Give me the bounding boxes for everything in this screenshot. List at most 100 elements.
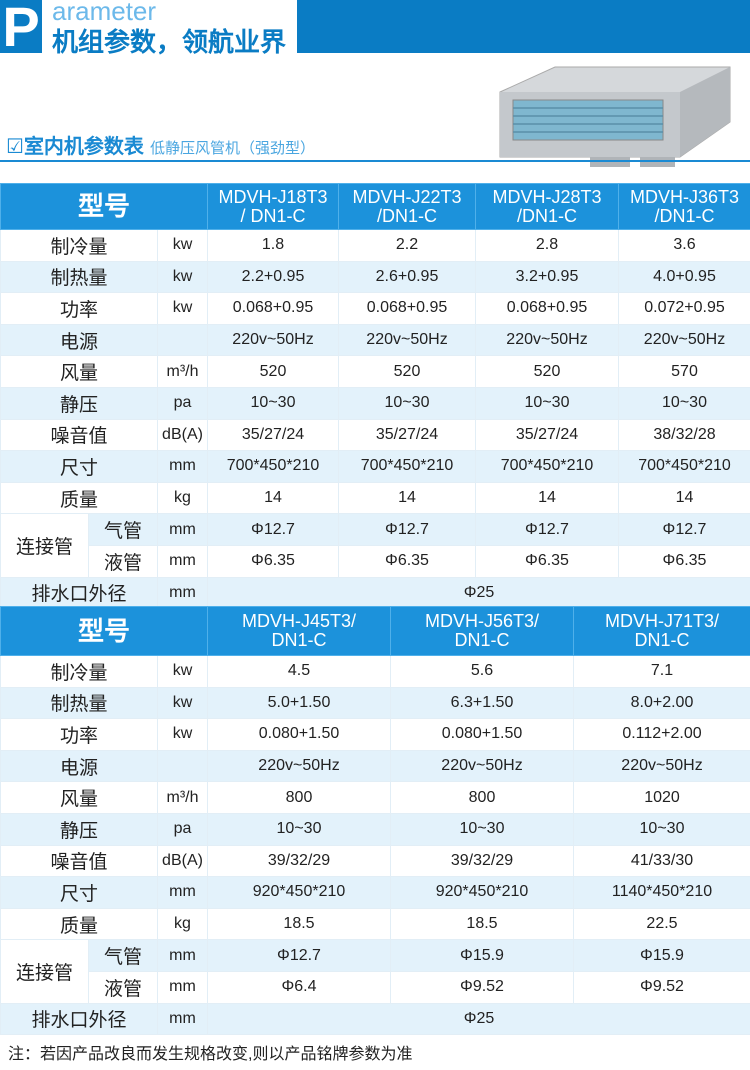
row-unit: kw xyxy=(157,292,208,325)
row-label: 电源 xyxy=(0,323,158,357)
value-cell: 0.068+0.95 xyxy=(338,292,476,325)
value-cell: 700*450*210 xyxy=(338,450,476,483)
row-unit: kg xyxy=(157,907,208,941)
value-cell: 8.0+2.00 xyxy=(573,686,750,720)
model-name: MDVH-J56T3/ DN1-C xyxy=(390,606,574,656)
value-cell: 18.5 xyxy=(207,907,391,941)
value-cell: 2.2 xyxy=(338,229,476,262)
value-cell: Φ6.35 xyxy=(338,544,476,578)
value-cell: 35/27/24 xyxy=(338,418,476,452)
row-label: 排水口外径 xyxy=(0,1002,158,1036)
value-cell: 1020 xyxy=(573,781,750,814)
value-cell: 3.6 xyxy=(618,229,750,262)
row-unit: mm xyxy=(157,450,208,483)
value-cell: Φ15.9 xyxy=(390,939,574,972)
value-cell: 7.1 xyxy=(573,655,750,688)
value-cell: 800 xyxy=(390,781,574,814)
value-cell: 2.2+0.95 xyxy=(207,260,339,294)
value-cell: 14 xyxy=(207,481,339,515)
value-cell: 0.080+1.50 xyxy=(207,718,391,751)
value-cell: 3.2+0.95 xyxy=(475,260,619,294)
value-cell: 920*450*210 xyxy=(390,876,574,909)
model-label: 型号 xyxy=(0,183,208,230)
spec-table-2: 型号 MDVH-J45T3/ DN1-C MDVH-J56T3/ DN1-C MDVH… xyxy=(0,606,750,1036)
value-cell: Φ9.52 xyxy=(390,970,574,1004)
section-heading: ☑室内机参数表 低静压风管机（强劲型） xyxy=(6,130,315,159)
pipe-sub-label: 液管 xyxy=(88,970,158,1004)
value-cell: Φ12.7 xyxy=(618,513,750,546)
row-unit: mm xyxy=(157,939,208,972)
row-label: 功率 xyxy=(0,718,158,751)
value-cell: Φ25 xyxy=(207,1002,750,1036)
value-cell: 39/32/29 xyxy=(390,844,574,878)
table-row: 尺寸 mm 920*450*210 920*450*210 1140*450*210 xyxy=(0,876,750,909)
model-name: MDVH-J71T3/ DN1-C xyxy=(573,606,750,656)
value-cell: Φ6.35 xyxy=(207,544,339,578)
section-title: 室内机参数表 xyxy=(23,136,144,158)
value-cell: 1140*450*210 xyxy=(573,876,750,909)
row-unit: dB(A) xyxy=(157,418,208,452)
header-banner: P arameter 机组参数，领航业界 xyxy=(0,0,750,57)
value-cell: 14 xyxy=(338,481,476,515)
row-unit: kw xyxy=(157,229,208,262)
value-cell: 5.0+1.50 xyxy=(207,686,391,720)
value-cell: 520 xyxy=(338,355,476,388)
row-label: 噪音值 xyxy=(0,418,158,452)
spec-table-1: 型号 MDVH-J18T3 / DN1-C MDVH-J22T3 /DN1-C MDV… xyxy=(0,183,750,610)
table-row: 噪音值 dB(A) 39/32/29 39/32/29 41/33/30 xyxy=(0,844,750,878)
value-cell: 10~30 xyxy=(618,386,750,420)
table-row: 连接管 气管 mm Φ12.7 Φ12.7 Φ12.7 Φ12.7 xyxy=(0,513,750,578)
row-label: 排水口外径 xyxy=(0,576,158,610)
table-row: 制热量 kw 5.0+1.50 6.3+1.50 8.0+2.00 xyxy=(0,686,750,720)
row-label: 质量 xyxy=(0,481,158,515)
section-divider xyxy=(0,160,750,162)
table-row: 质量 kg 14 14 14 14 xyxy=(0,481,750,515)
row-unit xyxy=(157,749,208,783)
value-cell: 1.8 xyxy=(207,229,339,262)
value-cell: 570 xyxy=(618,355,750,388)
pipe-label: 连接管 xyxy=(0,939,89,1004)
row-unit: mm xyxy=(157,513,208,546)
table-row: 排水口外径 mm Φ25 xyxy=(0,576,750,610)
value-cell: 5.6 xyxy=(390,655,574,688)
value-cell: 14 xyxy=(475,481,619,515)
value-cell: 0.112+2.00 xyxy=(573,718,750,751)
table-row: 质量 kg 18.5 18.5 22.5 xyxy=(0,907,750,941)
row-label: 制冷量 xyxy=(0,229,158,262)
row-unit: kw xyxy=(157,655,208,688)
value-cell: Φ12.7 xyxy=(338,513,476,546)
value-cell: 10~30 xyxy=(207,386,339,420)
value-cell: 4.5 xyxy=(207,655,391,688)
row-unit: mm xyxy=(157,544,208,578)
row-unit xyxy=(157,323,208,357)
value-cell: Φ12.7 xyxy=(207,513,339,546)
value-cell: 220v~50Hz xyxy=(475,323,619,357)
value-cell: Φ6.4 xyxy=(207,970,391,1004)
row-unit: kw xyxy=(157,260,208,294)
value-cell: 6.3+1.50 xyxy=(390,686,574,720)
table-row: 风量 m³/h 520 520 520 570 xyxy=(0,355,750,388)
value-cell: 0.068+0.95 xyxy=(207,292,339,325)
row-label: 风量 xyxy=(0,781,158,814)
value-cell: 520 xyxy=(475,355,619,388)
value-cell: 220v~50Hz xyxy=(390,749,574,783)
header-blue-bar xyxy=(297,0,750,53)
value-cell: 10~30 xyxy=(475,386,619,420)
row-unit: pa xyxy=(157,812,208,846)
model-name: MDVH-J18T3 / DN1-C xyxy=(207,183,339,230)
model-name: MDVH-J36T3 /DN1-C xyxy=(618,183,750,230)
row-label: 静压 xyxy=(0,386,158,420)
row-unit: kw xyxy=(157,686,208,720)
value-cell: 39/32/29 xyxy=(207,844,391,878)
row-label: 制冷量 xyxy=(0,655,158,688)
row-unit: dB(A) xyxy=(157,844,208,878)
table-row: 静压 pa 10~30 10~30 10~30 xyxy=(0,812,750,846)
value-cell: 10~30 xyxy=(390,812,574,846)
table-row: 制冷量 kw 4.5 5.6 7.1 xyxy=(0,655,750,688)
checkbox-icon: ☑ xyxy=(6,136,24,158)
model-label: 型号 xyxy=(0,606,208,656)
value-cell: 18.5 xyxy=(390,907,574,941)
value-cell: Φ12.7 xyxy=(475,513,619,546)
value-cell: Φ6.35 xyxy=(475,544,619,578)
value-cell: 10~30 xyxy=(338,386,476,420)
